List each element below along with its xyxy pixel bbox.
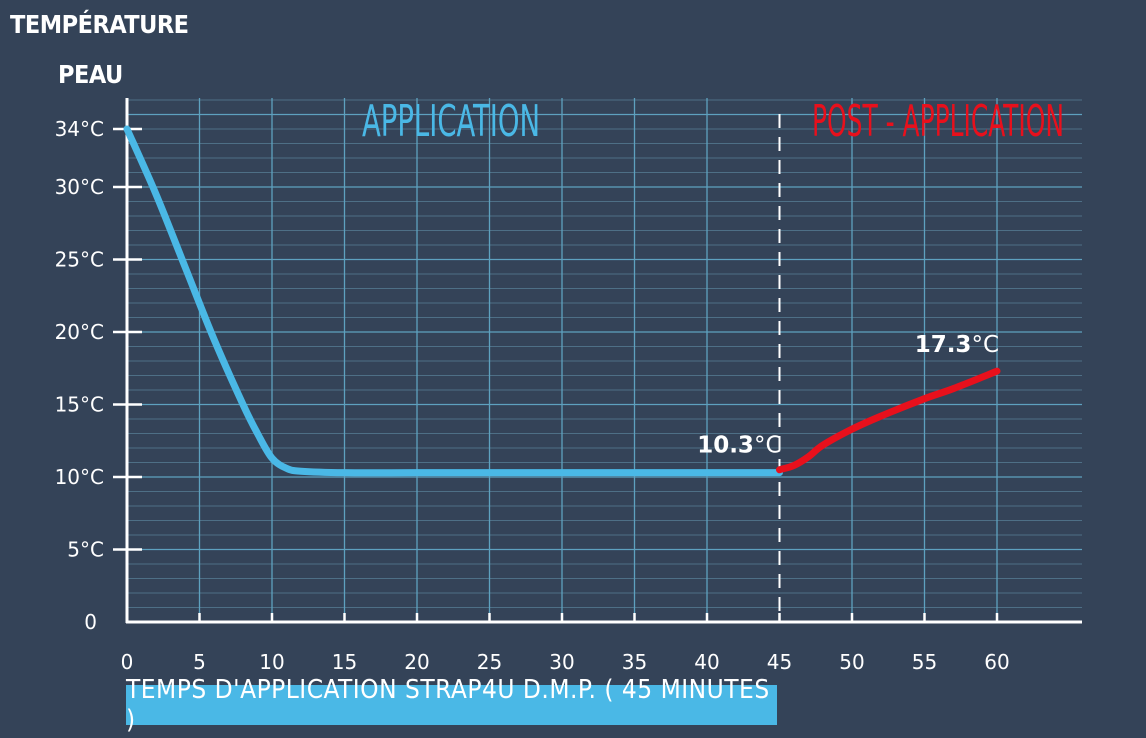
y-axis-title-line1: TEMPÉRATURE <box>10 10 189 39</box>
x-tick-label: 30 <box>549 650 574 674</box>
annotation-value: 10.3 <box>697 433 754 459</box>
y-tick-label: 0 <box>84 610 97 634</box>
x-tick-label: 60 <box>984 650 1009 674</box>
x-tick-label: 5 <box>193 650 206 674</box>
x-tick-label: 15 <box>332 650 357 674</box>
y-tick-label: 25°C <box>55 248 104 272</box>
x-tick-label: 55 <box>912 650 937 674</box>
annotation-value: 17.3 <box>915 332 972 358</box>
application-phase-title: APPLICATION <box>362 96 540 147</box>
y-tick-label: 15°C <box>55 393 104 417</box>
x-tick-label: 0 <box>121 650 134 674</box>
x-tick-label: 50 <box>839 650 864 674</box>
x-tick-label: 45 <box>767 650 792 674</box>
value-annotation: 10.3°C <box>697 433 781 459</box>
y-tick-label: 5°C <box>67 538 104 562</box>
x-tick-label: 20 <box>404 650 429 674</box>
x-axis-title: TEMPS D'APPLICATION STRAP4U D.M.P. ( 45 … <box>126 675 777 735</box>
x-tick-label: 10 <box>259 650 284 674</box>
value-annotation: 17.3°C <box>915 332 999 358</box>
y-tick-label: 10°C <box>55 465 104 489</box>
y-tick-label: 30°C <box>55 175 104 199</box>
y-axis-title-line2: PEAU <box>58 60 123 89</box>
annotation-unit: °C <box>754 433 782 459</box>
x-tick-label: 25 <box>477 650 502 674</box>
post-application-series-line <box>776 367 1001 474</box>
x-tick-label: 40 <box>694 650 719 674</box>
x-tick-label: 35 <box>622 650 647 674</box>
annotation-unit: °C <box>971 332 999 358</box>
y-tick-label: 34°C <box>55 117 104 141</box>
application-series-line <box>123 125 783 477</box>
post-application-phase-title: POST - APPLICATION <box>812 96 1064 147</box>
y-tick-label: 20°C <box>55 320 104 344</box>
